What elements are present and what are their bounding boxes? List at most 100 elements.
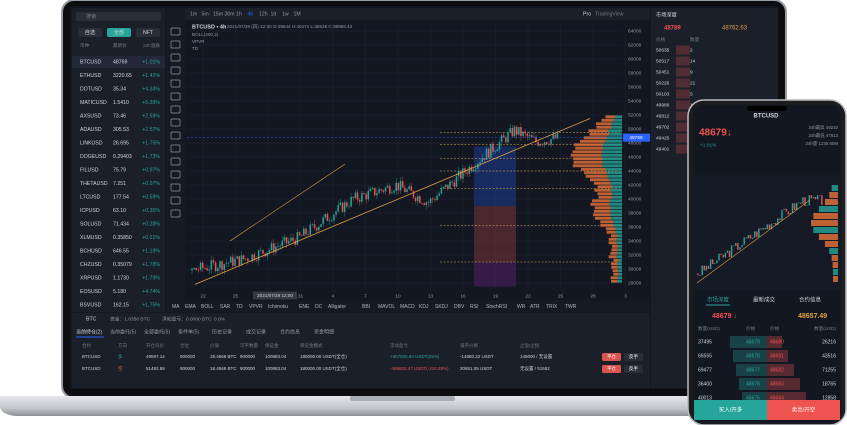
positions-tab[interactable]: 资金明细 [314,328,334,335]
indicator-option[interactable]: Alligator [328,304,346,310]
timeframe[interactable]: 4h [248,11,254,17]
view-mode[interactable]: TradingView [595,11,624,17]
positions-tab[interactable]: 条件单(5) [178,328,199,335]
action-label[interactable]: 平仓 [607,353,616,360]
phone-tab[interactable]: 最新成交 [753,295,776,303]
tool-icon[interactable] [170,66,181,75]
indicator-option[interactable]: EMA [185,304,197,310]
timeframe[interactable]: 1d [271,11,277,17]
last-price: 0.35850 [113,235,132,241]
tool-icon[interactable] [170,27,181,36]
action-button[interactable] [624,365,643,373]
watchlist-tab[interactable]: 全部 [114,28,124,36]
indicator-option[interactable]: MACD [400,304,415,310]
tool-icon[interactable] [170,131,181,140]
indicator-option[interactable]: Ichimoku [268,304,288,310]
candle-body [210,260,213,270]
action-button[interactable] [624,353,643,361]
indicator-option[interactable]: SAR [220,304,231,310]
tool-icon[interactable] [170,157,181,166]
tab-button[interactable] [78,28,102,37]
timeframe[interactable]: 1w [282,11,289,17]
indicator-option[interactable]: BOLL [201,304,214,310]
tool-icon[interactable] [170,196,181,205]
indicator-option[interactable]: TWR [565,304,577,310]
indicator-option[interactable]: MAVOL [378,304,395,310]
tool-icon[interactable] [170,92,181,101]
indicator-option[interactable]: MA [172,304,180,310]
phone-tab[interactable]: 市场深度 [707,295,730,303]
tool-icon[interactable] [170,209,181,218]
phone-volume-profile [818,206,838,212]
candle-body [253,254,256,261]
tool-icon[interactable] [170,144,181,153]
positions-tab[interactable]: 当前委托(5) [110,328,136,335]
phone-depth-cell: 48681 [770,353,784,359]
action-label[interactable]: 平仓 [607,365,616,372]
indicator-option[interactable]: StochRSI [486,304,507,310]
timeframe[interactable]: 15m [213,11,223,17]
buy-button[interactable] [694,400,767,420]
indicator-option[interactable]: TRIX [546,304,558,310]
indicator-option[interactable]: BBI [362,304,370,310]
action-button[interactable] [602,365,621,373]
y-tick-label: 30000 [628,266,642,272]
tab-button[interactable] [136,28,160,37]
positions-tab[interactable]: 合约信息 [280,328,300,335]
indicator-option[interactable]: ENE [299,304,310,310]
buy-label[interactable]: 买入/开多 [719,405,743,413]
phone-tab[interactable]: 合约信息 [799,295,822,303]
timeframe[interactable]: 30m [225,11,235,17]
orderbook-cell: 49702 [656,124,670,130]
indicator-option[interactable]: ATR [530,304,540,310]
indicator-option[interactable]: TD [236,304,243,310]
indicator-option[interactable]: DBV [454,304,465,310]
column-header: 合约 [82,342,91,349]
volume-profile [589,132,610,136]
candle-body [505,137,507,143]
tool-icon[interactable] [170,79,181,88]
indicator-option[interactable]: KDJ [419,304,429,310]
candle-body [236,256,238,259]
phone-candle [775,222,777,225]
indicator-option[interactable]: RSI [470,304,478,310]
indicator-option[interactable]: WR [517,304,526,310]
positions-tab[interactable]: 历史记录 [212,328,232,335]
volume-profile [617,265,622,269]
sell-label[interactable]: 卖出/开空 [792,405,816,413]
indicator-option[interactable]: VPVR [249,304,263,310]
positions-tab[interactable]: 全部委托(5) [144,328,170,335]
y-tick-label: 54000 [628,98,642,104]
candle-body [219,261,221,269]
positions-tab[interactable]: 成交记录 [246,328,266,335]
watchlist-tab[interactable]: NFT [143,30,154,36]
tool-icon[interactable] [170,118,181,127]
watchlist-tab[interactable]: 自选 [85,28,95,36]
indicator-option[interactable]: DC [315,304,323,310]
tool-icon[interactable] [170,170,181,179]
volume-profile [608,255,617,259]
action-label[interactable]: 反手 [629,353,638,360]
volume-profile [610,209,622,213]
view-mode[interactable]: Pro [583,11,591,17]
indicator-option[interactable]: SKDJ [435,304,448,310]
tool-icon[interactable] [170,105,181,114]
candle-body [520,126,522,137]
timeframe[interactable]: 1m [190,11,197,17]
action-label[interactable]: 反手 [629,365,638,372]
tool-icon[interactable] [170,40,181,49]
tool-icon[interactable] [170,53,181,62]
sell-button[interactable] [767,400,840,420]
phone-candle [718,253,720,261]
tab-button[interactable] [107,28,131,37]
last-price: 177.54 [113,194,129,200]
timeframe[interactable]: 1M [294,11,301,17]
timeframe[interactable]: 1h [236,11,242,17]
action-button[interactable] [602,353,621,361]
tool-icon[interactable] [170,183,181,192]
phone-candle [817,195,819,200]
timeframe[interactable]: 5m [202,11,209,17]
timeframe[interactable]: 12h [259,11,268,17]
phone-candle [714,263,716,265]
positions-tab[interactable]: 当前持仓(2) [76,328,102,335]
